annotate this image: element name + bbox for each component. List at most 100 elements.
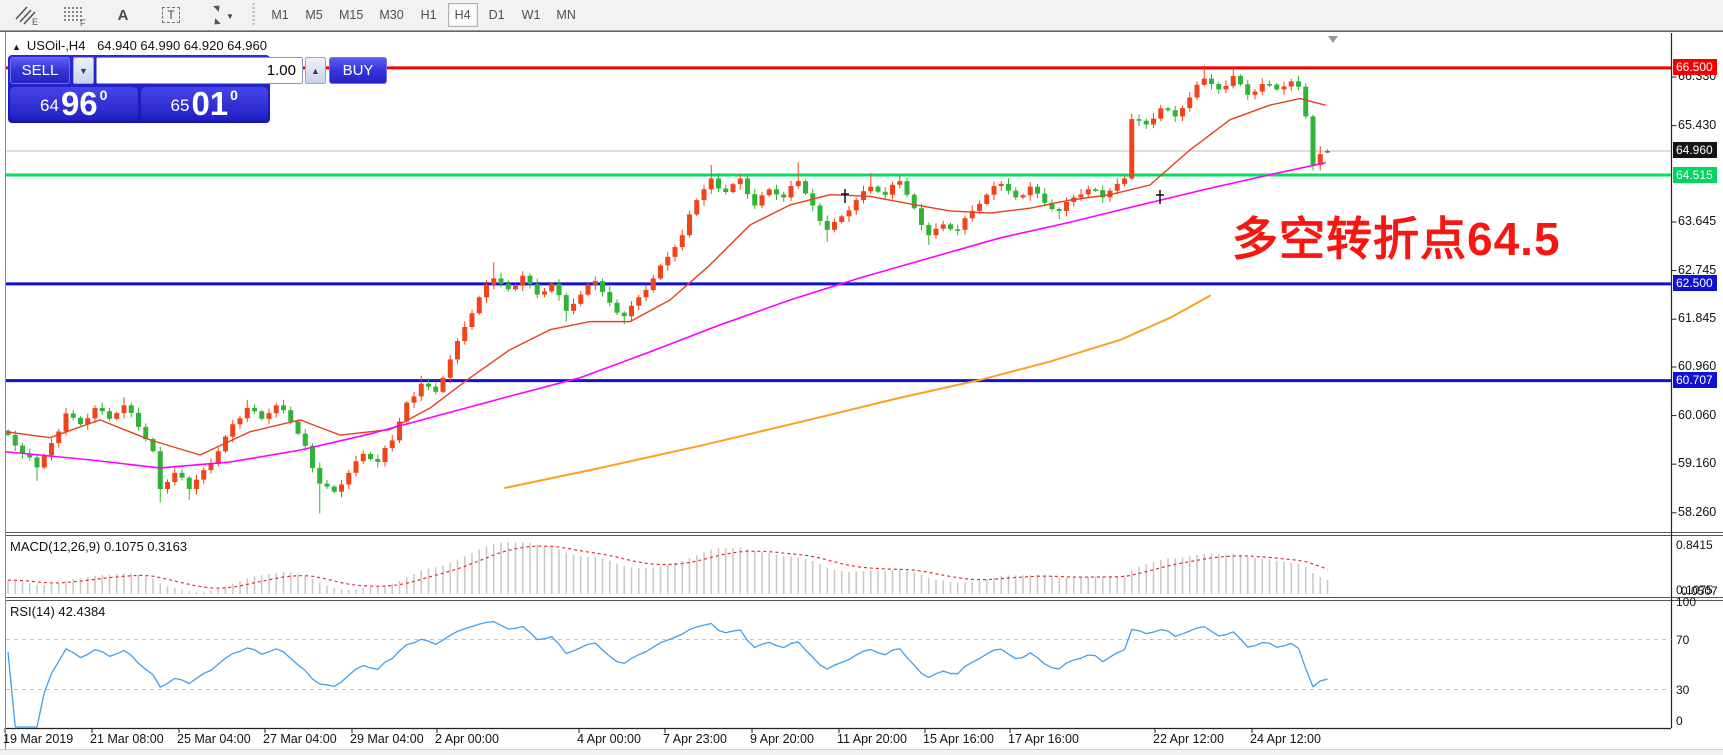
candle-body-bull [549, 283, 555, 292]
buy-price-pip: 0 [230, 87, 238, 103]
candle-body-bull [520, 275, 526, 286]
price-tick-label[interactable]: 62.745 [1678, 262, 1717, 277]
candle-body-bear [904, 181, 910, 195]
candle-body-bull [389, 440, 395, 448]
candle-body-bear [12, 435, 18, 446]
candle-body-bear [128, 405, 134, 413]
time-axis-label[interactable]: 19 Mar 2019 [3, 732, 74, 746]
candle-body-bear [78, 417, 83, 425]
time-axis-label[interactable]: 4 Apr 00:00 [577, 732, 641, 746]
candle-body-bull [484, 284, 489, 298]
sell-price-main: 96 [60, 85, 98, 122]
candle-body-bull [636, 297, 642, 306]
price-tick-label[interactable]: 59.160 [1678, 456, 1717, 471]
candle-body-bull [208, 463, 214, 471]
candle-body-bull [984, 194, 990, 204]
time-axis-label[interactable]: 22 Apr 12:00 [1153, 732, 1224, 746]
timeframe-button-m5[interactable]: M5 [299, 3, 329, 27]
ma-fast-red[interactable] [5, 97, 1326, 456]
rsi-line [7, 620, 1328, 728]
price-tick-label[interactable]: 63.645 [1678, 213, 1717, 228]
chart-window-border [5, 32, 6, 749]
candle-body-bull [462, 327, 468, 342]
timeframe-button-h4[interactable]: H4 [447, 3, 478, 27]
candle-body-bull [266, 413, 272, 419]
chart-canvas[interactable] [0, 32, 1723, 749]
time-axis-label[interactable]: 11 Apr 20:00 [837, 732, 907, 746]
equidistant-channel-tool-icon[interactable]: E [10, 2, 44, 28]
ohlc-readout: 64.940 64.990 64.920 64.960 [97, 38, 267, 53]
candle-body-bear [882, 191, 888, 195]
textbox-tool-icon: T [162, 7, 180, 23]
price-tick-label[interactable]: 60.960 [1678, 358, 1717, 373]
price-tick-label[interactable]: 65.430 [1678, 117, 1717, 132]
candle-body-bull [672, 247, 678, 257]
candle-body-bear [150, 439, 156, 452]
candle-body-bull [998, 183, 1004, 187]
symbol-collapse-arrow-icon[interactable]: ▲ [12, 42, 21, 52]
timeframe-button-w1[interactable]: W1 [516, 3, 547, 27]
sell-button[interactable]: SELL [10, 57, 70, 84]
candle-body-bull [201, 470, 207, 480]
timeframe-button-h1[interactable]: H1 [414, 3, 444, 27]
candle-body-bear [302, 433, 308, 446]
candle-body-bull [353, 461, 359, 473]
time-axis-label[interactable]: 9 Apr 20:00 [750, 732, 814, 746]
candle-body-bull [650, 278, 656, 291]
candle-body-bull [795, 181, 801, 187]
candle-body-bull [897, 181, 903, 185]
time-axis-label[interactable]: 21 Mar 08:00 [90, 732, 164, 746]
candle-body-bull [839, 216, 845, 222]
rsi-scale-0: 0 [1676, 714, 1683, 728]
buy-button[interactable]: BUY [329, 57, 387, 84]
rsi-scale-30: 30 [1676, 682, 1690, 697]
time-axis-label[interactable]: 7 Apr 23:00 [663, 732, 727, 746]
candle-body-bull [977, 203, 982, 211]
time-axis-label[interactable]: 15 Apr 16:00 [923, 732, 994, 746]
textbox-tool-icon[interactable]: T [154, 2, 188, 28]
timeframe-button-m15[interactable]: M15 [333, 3, 369, 27]
timeframe-button-m1[interactable]: M1 [265, 3, 295, 27]
volume-decrease-button[interactable]: ▼ [73, 57, 94, 84]
candle-body-bear [331, 486, 337, 492]
macd-scale-max: 0.8415 [1676, 538, 1713, 552]
rsi-name: RSI(14) [10, 604, 55, 619]
candle-body-bull [962, 218, 968, 230]
price-tick-label[interactable]: 60.060 [1678, 407, 1717, 422]
chart-shift-marker-icon[interactable] [1328, 36, 1338, 43]
candle-body-bull [1281, 86, 1287, 90]
time-axis-label[interactable]: 24 Apr 12:00 [1250, 732, 1321, 746]
candle-body-bear [919, 208, 924, 225]
text-label-tool-icon[interactable]: A [106, 2, 140, 28]
candle-body-bear [1303, 86, 1309, 117]
candle-body-bull [172, 472, 178, 482]
chart-window[interactable]: ▲ USOil-,H4 64.940 64.990 64.920 64.960 S… [0, 32, 1723, 749]
price-tick-label[interactable]: 61.845 [1678, 311, 1717, 326]
candle-body-bear [368, 453, 373, 460]
candle-body-bear [1238, 75, 1243, 85]
arrow-objects-tool-icon[interactable]: ▼ [202, 2, 236, 28]
candle-body-bull [1201, 78, 1207, 85]
ma-slow-magenta[interactable] [5, 162, 1326, 469]
volume-input[interactable] [96, 57, 303, 84]
candle-body-bear [1245, 84, 1251, 95]
volume-increase-button[interactable]: ▲ [305, 57, 326, 84]
time-axis-label[interactable]: 17 Apr 16:00 [1008, 732, 1079, 746]
time-axis-label[interactable]: 29 Mar 04:00 [350, 732, 424, 746]
candle-body-bear [527, 275, 533, 285]
fibonacci-tool-icon[interactable]: F [58, 2, 92, 28]
price-tick-label[interactable]: 58.260 [1678, 504, 1717, 519]
time-axis-label[interactable]: 25 Mar 04:00 [177, 732, 251, 746]
time-axis-label[interactable]: 2 Apr 00:00 [435, 732, 499, 746]
sell-price-display[interactable]: 64 96 0 [10, 87, 138, 120]
timeframe-button-m30[interactable]: M30 [373, 3, 409, 27]
timeframe-button-mn[interactable]: MN [550, 3, 581, 27]
candle-body-bull [440, 377, 446, 392]
candle-body-bear [186, 477, 192, 490]
time-axis-label[interactable]: 27 Mar 04:00 [263, 732, 337, 746]
chart-title: ▲ USOil-,H4 64.940 64.990 64.920 64.960 [12, 38, 267, 53]
buy-price-display[interactable]: 65 01 0 [140, 87, 268, 120]
timeframe-button-d1[interactable]: D1 [482, 3, 512, 27]
trendline-orange[interactable] [504, 294, 1211, 489]
candle-body-bull [1078, 194, 1084, 198]
